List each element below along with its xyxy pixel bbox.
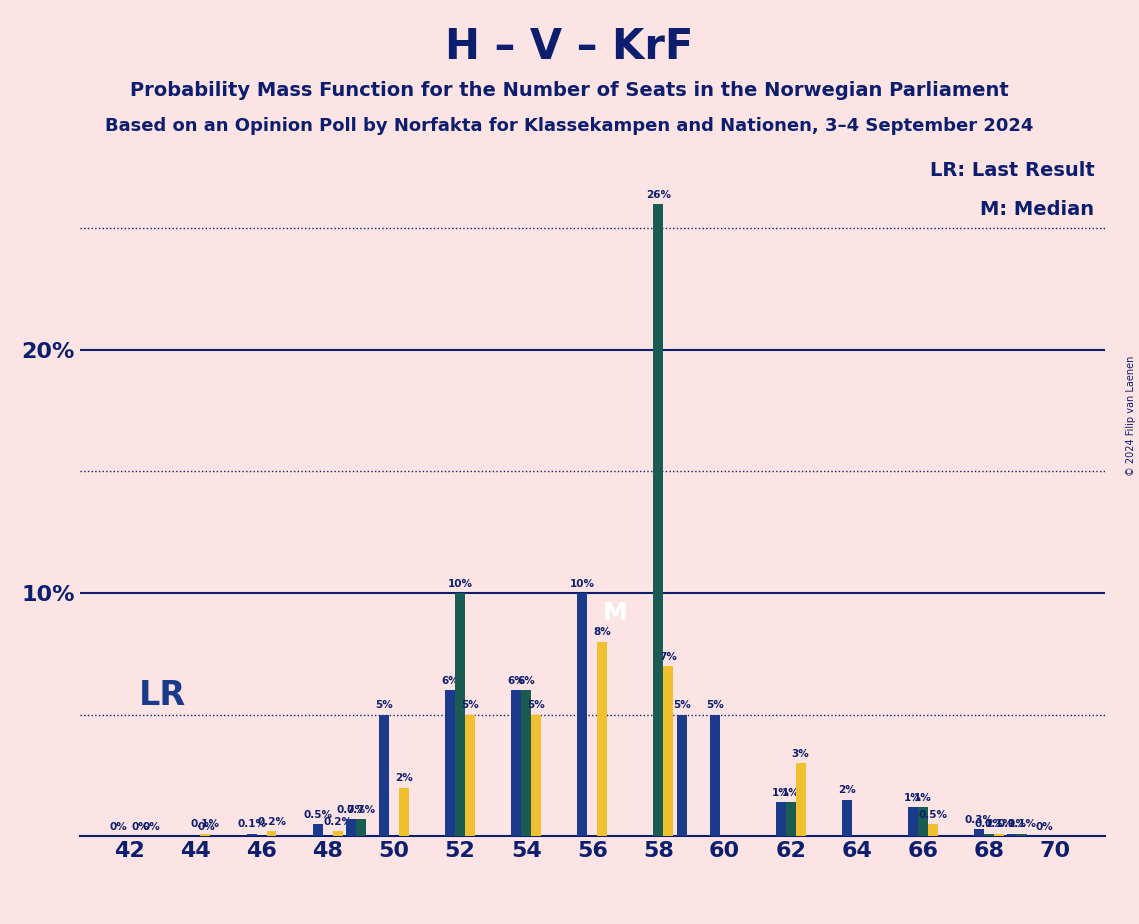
Bar — [445, 690, 456, 836]
Text: 0.1%: 0.1% — [1008, 820, 1036, 830]
Bar — [355, 820, 366, 836]
Text: 10%: 10% — [448, 578, 473, 589]
Text: 5%: 5% — [375, 700, 393, 711]
Bar — [654, 204, 663, 836]
Text: 1%: 1% — [772, 788, 789, 797]
Bar — [928, 824, 937, 836]
Text: 0.5%: 0.5% — [303, 809, 333, 820]
Text: 0%: 0% — [197, 821, 215, 832]
Text: 5%: 5% — [461, 700, 478, 711]
Bar — [333, 832, 343, 836]
Text: 26%: 26% — [646, 189, 671, 200]
Text: 5%: 5% — [673, 700, 690, 711]
Text: 0.5%: 0.5% — [918, 809, 948, 820]
Text: 0.1%: 0.1% — [237, 820, 267, 830]
Bar — [710, 714, 720, 836]
Text: M: M — [603, 601, 628, 625]
Text: 0.7%: 0.7% — [346, 805, 376, 815]
Bar — [313, 824, 322, 836]
Text: 5%: 5% — [527, 700, 544, 711]
Bar — [465, 714, 475, 836]
Bar — [677, 714, 687, 836]
Text: © 2024 Filip van Laenen: © 2024 Filip van Laenen — [1125, 356, 1136, 476]
Bar — [908, 807, 918, 836]
Bar — [346, 820, 355, 836]
Text: 0.2%: 0.2% — [257, 817, 286, 827]
Text: 0.1%: 0.1% — [191, 820, 220, 830]
Bar — [796, 763, 805, 836]
Bar — [267, 832, 277, 836]
Bar — [786, 802, 796, 836]
Text: 0.3%: 0.3% — [965, 815, 993, 824]
Text: 0.2%: 0.2% — [323, 817, 352, 827]
Text: 2%: 2% — [395, 773, 412, 784]
Text: 0%: 0% — [131, 821, 149, 832]
Bar — [597, 641, 607, 836]
Text: 0%: 0% — [1035, 821, 1054, 832]
Bar — [456, 593, 465, 836]
Text: 0.1%: 0.1% — [998, 820, 1026, 830]
Text: 1%: 1% — [915, 793, 932, 803]
Text: 8%: 8% — [593, 627, 612, 638]
Bar — [379, 714, 388, 836]
Text: 6%: 6% — [517, 676, 535, 686]
Text: H – V – KrF: H – V – KrF — [445, 26, 694, 67]
Bar — [247, 833, 256, 836]
Text: 0%: 0% — [109, 821, 128, 832]
Bar — [974, 829, 984, 836]
Text: 1%: 1% — [781, 788, 800, 797]
Text: 5%: 5% — [706, 700, 723, 711]
Text: Based on an Opinion Poll by Norfakta for Klassekampen and Nationen, 3–4 Septembe: Based on an Opinion Poll by Norfakta for… — [105, 117, 1034, 135]
Bar — [918, 807, 928, 836]
Bar — [511, 690, 522, 836]
Text: M: Median: M: Median — [981, 201, 1095, 219]
Text: LR: Last Result: LR: Last Result — [929, 161, 1095, 179]
Bar — [577, 593, 588, 836]
Bar — [522, 690, 531, 836]
Bar — [1017, 833, 1027, 836]
Bar — [663, 666, 673, 836]
Text: 6%: 6% — [441, 676, 459, 686]
Text: 3%: 3% — [792, 748, 810, 759]
Text: 0.1%: 0.1% — [975, 820, 1003, 830]
Bar — [776, 802, 786, 836]
Text: 2%: 2% — [838, 785, 855, 796]
Text: 0.1%: 0.1% — [984, 820, 1014, 830]
Bar — [994, 833, 1003, 836]
Text: 0%: 0% — [142, 821, 161, 832]
Text: 10%: 10% — [570, 578, 595, 589]
Bar — [200, 833, 211, 836]
Bar — [1007, 833, 1017, 836]
Text: Probability Mass Function for the Number of Seats in the Norwegian Parliament: Probability Mass Function for the Number… — [130, 81, 1009, 101]
Bar — [842, 800, 852, 836]
Text: 7%: 7% — [659, 651, 678, 662]
Bar — [399, 787, 409, 836]
Bar — [984, 833, 994, 836]
Text: 1%: 1% — [904, 793, 921, 803]
Text: 0.7%: 0.7% — [336, 805, 366, 815]
Text: 6%: 6% — [507, 676, 525, 686]
Bar — [531, 714, 541, 836]
Text: LR: LR — [139, 679, 186, 711]
